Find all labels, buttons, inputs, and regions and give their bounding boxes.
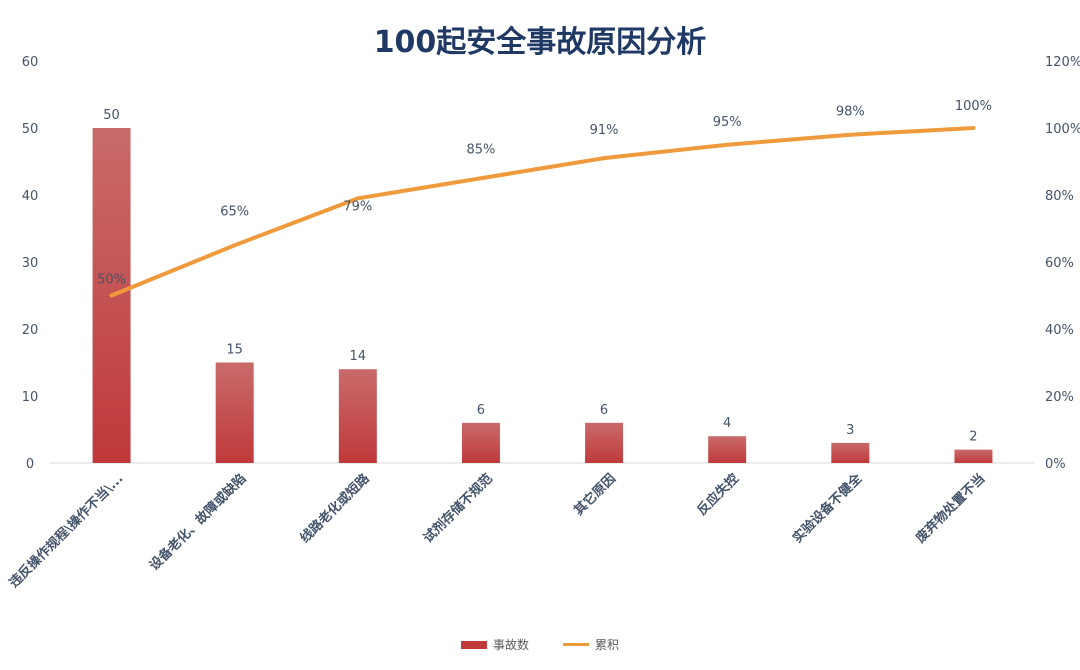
- legend-swatch-bar: [460, 640, 487, 649]
- bar-data-label: 2: [969, 430, 977, 445]
- bar-data-label: 6: [600, 403, 608, 418]
- category-label: 违反操作规程\操作不当\...: [6, 471, 126, 591]
- bar-data-label: 50: [103, 108, 120, 123]
- category-label: 反应失控: [694, 471, 742, 519]
- bar: [831, 442, 870, 463]
- chart-title: 100起安全事故原因分析: [374, 25, 707, 60]
- category-label: 实验设备不健全: [789, 470, 865, 546]
- cumulative-line: [109, 126, 976, 298]
- left-axis-tick-label: 10: [22, 390, 39, 405]
- right-axis-tick-label: 120%: [1045, 55, 1080, 70]
- line-data-label: 50%: [97, 273, 126, 288]
- bar: [461, 422, 500, 463]
- x-axis-labels: 违反操作规程\操作不当\... 设备老化、故障或缺陷 线路老化或短路 试剂存储不规范 其…: [6, 470, 988, 591]
- line-data-label: 100%: [955, 99, 992, 114]
- left-axis-tick-label: 40: [22, 189, 39, 204]
- category-label: 设备老化、故障或缺陷: [146, 471, 249, 574]
- legend-swatch-line: [563, 643, 589, 646]
- bar-data-label: 4: [723, 416, 731, 431]
- left-axis-tick-label: 60: [22, 55, 39, 70]
- right-axis-tick-label: 100%: [1045, 122, 1080, 137]
- bar: [338, 369, 377, 463]
- legend-label-bars: 事故数: [492, 638, 529, 652]
- line-data-label: 98%: [836, 105, 865, 120]
- left-axis-tick-label: 20: [22, 323, 39, 338]
- cumulative-line-series: 50% 65% 79% 85% 91% 95% 98% 100%: [97, 99, 992, 298]
- category-label: 其它原因: [571, 471, 619, 519]
- bar-data-label: 3: [846, 423, 854, 438]
- line-data-label: 79%: [343, 199, 372, 214]
- bar-data-label: 14: [350, 349, 367, 364]
- bar: [215, 362, 254, 463]
- bar-data-label: 6: [477, 403, 485, 418]
- bar-series: 50 15 14 6 6 4 3 2: [92, 108, 993, 463]
- right-y-axis: 0% 20% 40% 60% 80% 100% 120%: [1045, 55, 1080, 472]
- bar-data-label: 15: [226, 343, 243, 358]
- bar: [708, 436, 747, 463]
- category-label: 废弃物处置不当: [913, 471, 989, 547]
- right-axis-tick-label: 20%: [1045, 390, 1074, 405]
- legend-item-line: 累积: [563, 636, 619, 653]
- line-data-label: 95%: [713, 115, 742, 130]
- bar: [585, 422, 624, 463]
- right-axis-tick-label: 0%: [1045, 457, 1066, 472]
- line-data-label: 65%: [220, 204, 249, 219]
- category-label: 线路老化或短路: [297, 470, 373, 546]
- legend-label-line: 累积: [595, 638, 620, 652]
- left-y-axis: 0 10 20 30 40 50 60: [22, 55, 39, 472]
- legend-item-bars: 事故数: [460, 636, 529, 653]
- bar: [954, 449, 993, 463]
- line-data-label: 85%: [466, 142, 495, 157]
- line-data-label: 91%: [590, 123, 619, 138]
- legend: 事故数 累积: [0, 636, 1080, 653]
- right-axis-tick-label: 80%: [1045, 189, 1074, 204]
- left-axis-tick-label: 50: [22, 122, 39, 137]
- left-axis-tick-label: 0: [26, 457, 34, 472]
- right-axis-tick-label: 60%: [1045, 256, 1074, 271]
- category-label: 试剂存储不规范: [420, 471, 496, 547]
- right-axis-tick-label: 40%: [1045, 323, 1074, 338]
- left-axis-tick-label: 30: [22, 256, 39, 271]
